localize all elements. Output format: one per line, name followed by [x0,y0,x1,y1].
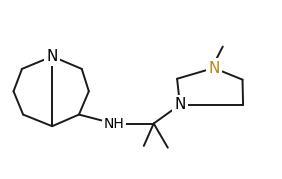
Text: N: N [174,97,186,112]
Text: NH: NH [104,117,125,130]
Text: N: N [208,61,219,76]
Text: N: N [47,49,58,64]
